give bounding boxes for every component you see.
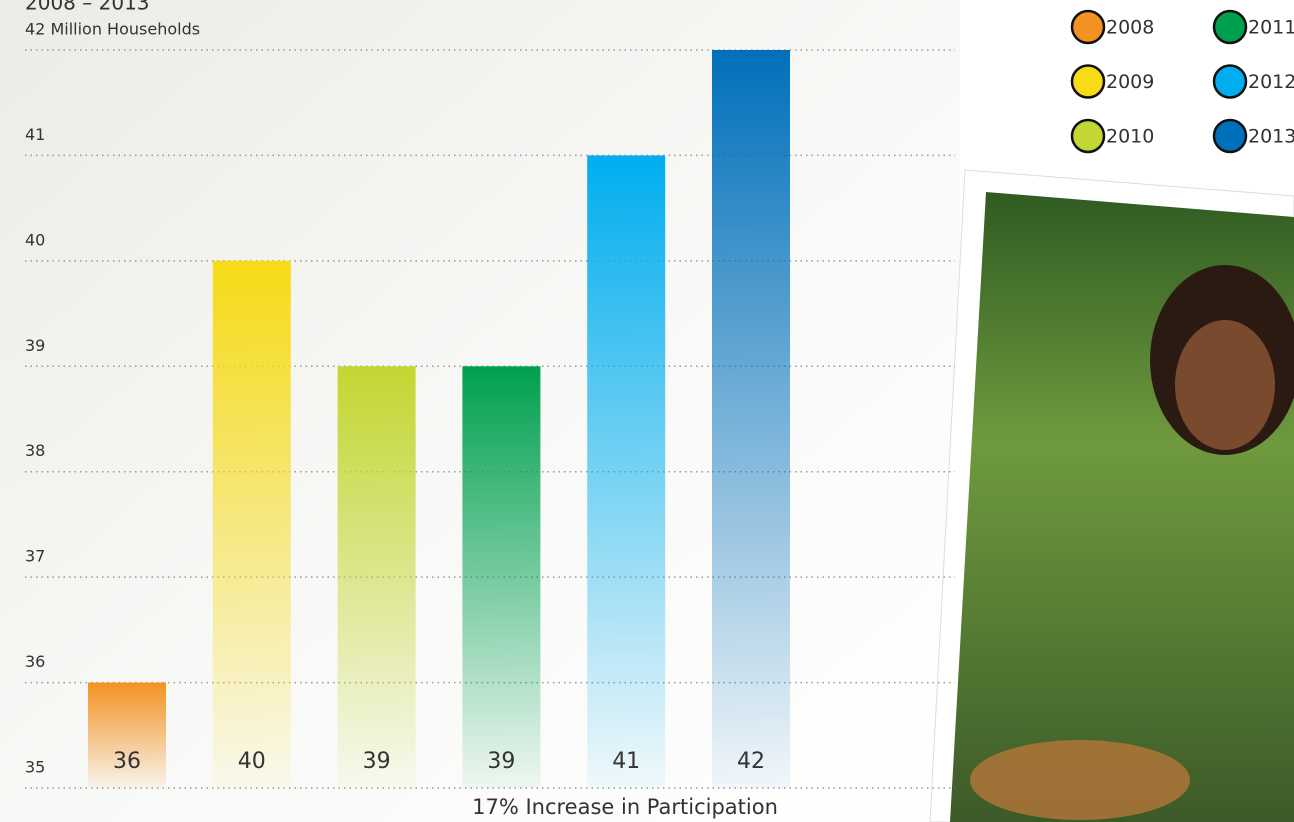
y-tick-label: 41 bbox=[25, 125, 45, 144]
annotation: 17% Increase in Participation bbox=[472, 795, 778, 819]
legend-swatch bbox=[1070, 9, 1106, 45]
legend-swatch bbox=[1212, 9, 1248, 45]
value-label: 36 bbox=[113, 749, 141, 774]
y-tick-label: 35 bbox=[25, 758, 45, 777]
legend-swatch bbox=[1070, 64, 1106, 99]
value-label: 39 bbox=[363, 749, 391, 774]
y-tick-label: 36 bbox=[25, 652, 45, 671]
bar bbox=[88, 682, 166, 788]
bar bbox=[212, 260, 291, 788]
photo-face bbox=[1175, 320, 1275, 450]
legend-swatch bbox=[1212, 64, 1248, 99]
y-tick-label: 42 Million Households bbox=[25, 20, 200, 39]
legend-label: 2010 bbox=[1106, 126, 1154, 148]
legend-label: 2012 bbox=[1248, 71, 1294, 93]
value-label: 41 bbox=[612, 749, 640, 774]
y-tick-label: 40 bbox=[25, 230, 45, 249]
bar bbox=[337, 366, 416, 788]
legend-label: 2009 bbox=[1106, 71, 1154, 93]
legend-swatch bbox=[1070, 118, 1106, 154]
photo bbox=[929, 169, 1294, 822]
y-tick-label: 38 bbox=[25, 441, 45, 460]
legend-swatch bbox=[1212, 118, 1248, 154]
bar bbox=[712, 50, 790, 788]
legend-label: 2013 bbox=[1248, 126, 1294, 148]
legend-label: 2008 bbox=[1106, 17, 1154, 39]
subtitle: 2008 – 2013 bbox=[25, 0, 150, 15]
bar bbox=[462, 366, 541, 788]
value-label: 39 bbox=[487, 749, 515, 774]
y-tick-label: 37 bbox=[25, 547, 45, 566]
y-tick-label: 39 bbox=[25, 336, 45, 355]
value-label: 40 bbox=[238, 749, 266, 774]
legend-label: 2011 bbox=[1248, 17, 1294, 39]
photo-basket bbox=[970, 740, 1190, 820]
bar bbox=[587, 155, 666, 788]
value-label: 42 bbox=[737, 749, 765, 774]
